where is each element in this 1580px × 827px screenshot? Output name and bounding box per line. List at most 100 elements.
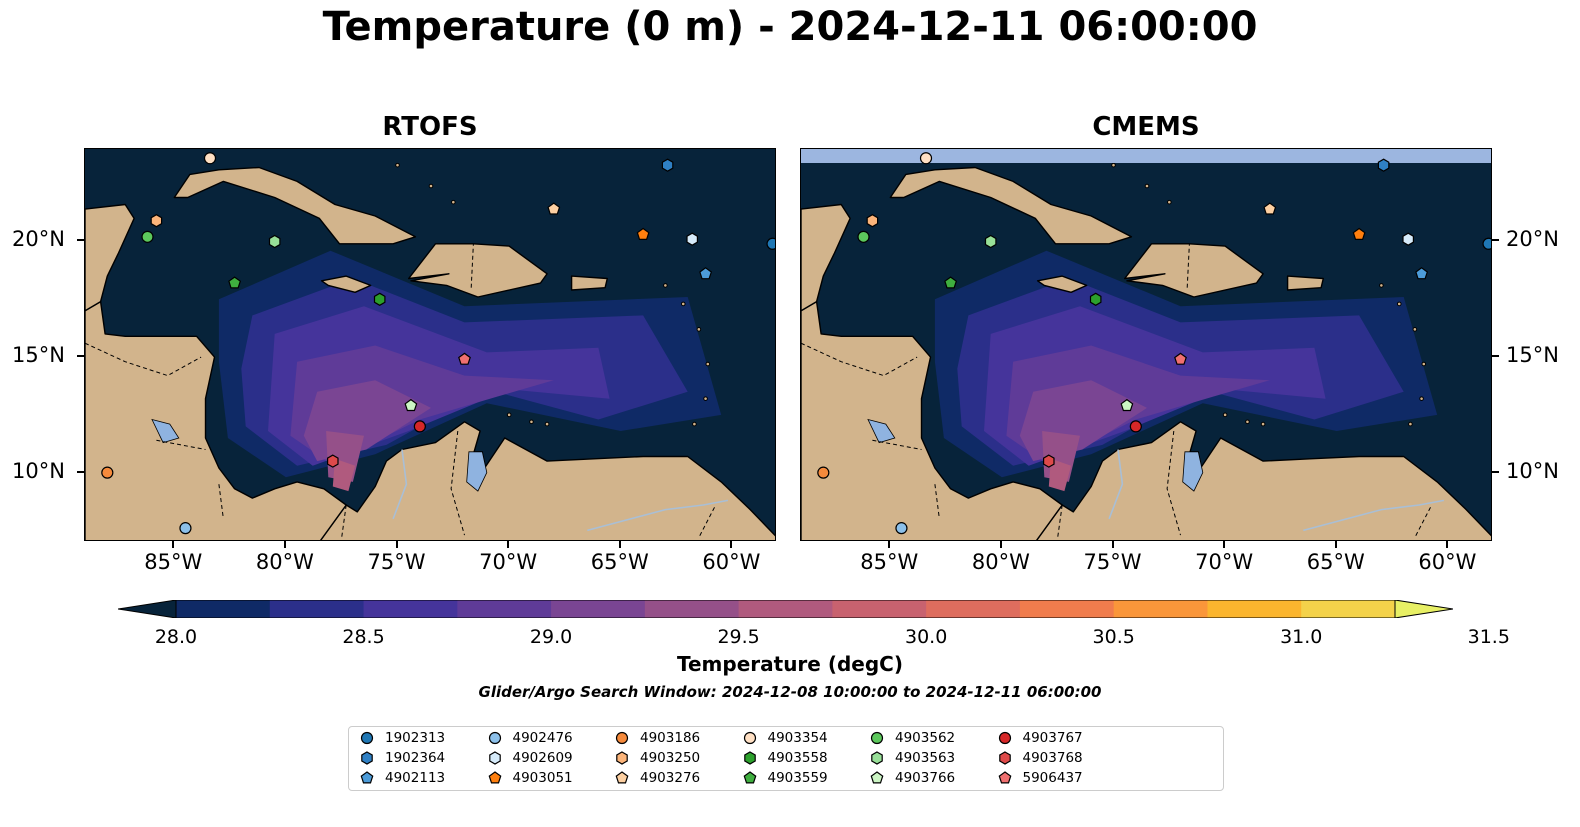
float-marker-4903354 [203, 152, 217, 165]
float-marker-4902609 [488, 751, 501, 765]
island [680, 301, 686, 307]
legend-item-4903051: 4903051 [487, 770, 573, 786]
float-marker-1902364 [661, 158, 674, 172]
float-marker-4903276 [1263, 202, 1277, 215]
lake [466, 451, 488, 492]
colorbar-segment [926, 600, 1021, 618]
x-tick-mark [172, 541, 175, 548]
panel-title-rtofs: RTOFS [382, 112, 478, 142]
land-puertorico [570, 275, 608, 291]
country-border [450, 430, 465, 536]
island [395, 162, 400, 168]
country-border [934, 484, 940, 519]
land-yucatan [801, 203, 851, 312]
legend-item-4903559: 4903559 [742, 770, 828, 786]
country-border [801, 342, 918, 377]
country-border [470, 243, 474, 288]
colorbar-tick-label: 30.0 [904, 626, 948, 648]
colorbar-segment [832, 600, 927, 618]
x-tick-mark [730, 541, 733, 548]
legend-swatch-pentagon-icon [743, 771, 756, 784]
float-marker-4902113 [1415, 267, 1429, 280]
x-tick-mark [283, 541, 286, 548]
x-tick-mark [1223, 541, 1226, 548]
island [544, 421, 550, 427]
country-border [872, 439, 922, 450]
float-marker-4902609 [686, 232, 699, 246]
float-marker-4903768 [998, 751, 1011, 765]
float-marker-1902313 [360, 731, 374, 745]
legend-item-4902609: 4902609 [487, 750, 573, 766]
legend-item-4903186: 4903186 [614, 730, 700, 746]
float-marker-4903558 [1089, 292, 1102, 306]
float-marker-4903250 [616, 751, 628, 765]
legend-swatch-hexagon-icon [488, 751, 501, 765]
colorbar-frame [175, 600, 1396, 618]
island [428, 183, 434, 189]
legend-label: 4903562 [895, 730, 956, 746]
y-tick-mark [77, 470, 84, 473]
colorbar-extend-low [118, 600, 177, 618]
legend-item-4903768: 4903768 [997, 750, 1083, 766]
x-tick-mark [1446, 541, 1449, 548]
river [1108, 449, 1124, 520]
legend-item-4903276: 4903276 [614, 770, 700, 786]
cmems-map-canvas [801, 149, 1491, 540]
y-tick-label-cmems: 15°N [1506, 343, 1559, 368]
land-cuba [889, 166, 1133, 245]
legend-swatch-hexagon-icon [743, 751, 756, 765]
legend-swatch-hexagon-icon [361, 751, 373, 765]
colorbar-tick-label: 28.5 [342, 626, 385, 648]
legend-item-4903250: 4903250 [614, 750, 700, 766]
float-marker-4902113 [360, 771, 374, 784]
island [1419, 396, 1424, 401]
panel-title-cmems: CMEMS [1092, 112, 1200, 142]
float-marker-5906437 [458, 352, 471, 365]
colorbar-segment [457, 600, 552, 618]
float-marker-4903768 [327, 454, 339, 468]
y-tick-label-cmems: 20°N [1506, 227, 1559, 252]
float-marker-5906437 [1174, 352, 1187, 365]
float-marker-4903766 [404, 398, 418, 412]
lake [1182, 451, 1204, 492]
legend-swatch-pentagon-icon [360, 771, 374, 784]
x-tick-label-rtofs: 75°W [367, 550, 426, 574]
colorbar-segment [738, 600, 833, 618]
island [1379, 283, 1384, 288]
y-tick-mark [1492, 355, 1499, 358]
cmems-map[interactable] [800, 148, 1492, 541]
legend-item-5906437: 5906437 [997, 770, 1083, 786]
island [1167, 199, 1172, 205]
island [506, 412, 512, 418]
legend-item-4903766: 4903766 [869, 770, 955, 786]
lake [867, 418, 896, 444]
x-tick-label-cmems: 65°W [1306, 550, 1365, 574]
country-border [218, 484, 224, 519]
float-marker-4902476 [179, 522, 192, 535]
legend-label: 4903354 [767, 730, 828, 746]
float-marker-4903250 [150, 214, 163, 228]
float-marker-4903562 [141, 230, 154, 243]
float-marker-4903051 [636, 227, 650, 241]
island [1412, 327, 1418, 332]
x-tick-mark [395, 541, 398, 548]
land-hispaniola [1124, 243, 1264, 298]
rtofs-map[interactable] [84, 148, 776, 541]
x-tick-label-cmems: 60°W [1418, 550, 1477, 574]
legend-label: 4902609 [512, 750, 573, 766]
x-tick-label-cmems: 80°W [971, 550, 1030, 574]
land-puertorico [1286, 275, 1324, 291]
x-tick-label-rtofs: 65°W [590, 550, 649, 574]
float-marker-4903276 [547, 202, 561, 215]
float-marker-1902313 [766, 237, 775, 250]
x-tick-mark [507, 541, 510, 548]
float-marker-4903354 [919, 152, 933, 165]
island [451, 199, 456, 205]
land-yucatan [85, 203, 135, 312]
float-marker-4903558 [373, 292, 386, 306]
float-marker-4903767 [1129, 420, 1142, 433]
island [1111, 162, 1116, 168]
legend-swatch-circle-icon [998, 731, 1011, 745]
island [692, 421, 697, 427]
colorbar-segment [363, 600, 458, 618]
